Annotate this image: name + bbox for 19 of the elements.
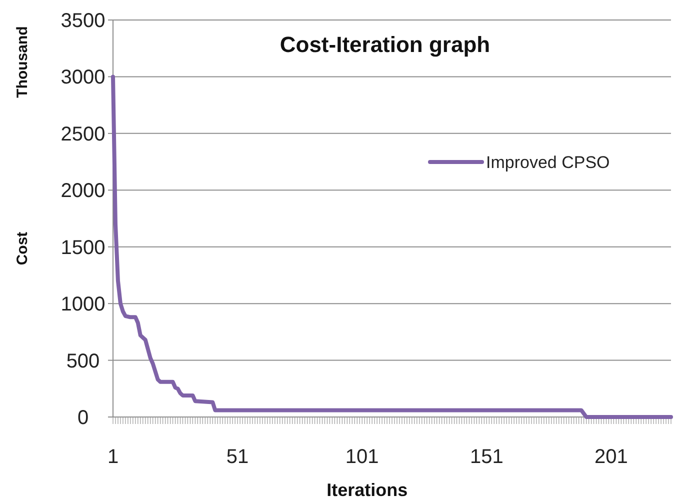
y-tick-label: 500 <box>66 350 100 372</box>
x-tick-label: 51 <box>226 446 249 468</box>
x-tick-label: 1 <box>107 446 119 468</box>
y-tick-label: 0 <box>77 407 89 429</box>
y-tick-label: 3000 <box>60 66 106 89</box>
text: Thousand <box>14 26 31 98</box>
y-tick-label: 1000 <box>60 294 106 316</box>
x-tick-label: 201 <box>594 446 628 468</box>
line-series <box>111 74 673 419</box>
text: Cost-Iteration graph <box>280 32 490 57</box>
x-axis-title: Iterations <box>326 480 408 499</box>
y-tick-label: 3500 <box>60 10 106 32</box>
y-tick-label: 2500 <box>60 123 106 146</box>
x-tick-label: 101 <box>345 446 379 468</box>
y-tick-label: 1500 <box>60 236 106 259</box>
legend-label: Improved CPSO <box>486 152 610 172</box>
x-tick-label: 151 <box>470 446 504 468</box>
y-tick-label: 2000 <box>60 180 106 202</box>
y-axis-title: Cost <box>14 232 31 266</box>
